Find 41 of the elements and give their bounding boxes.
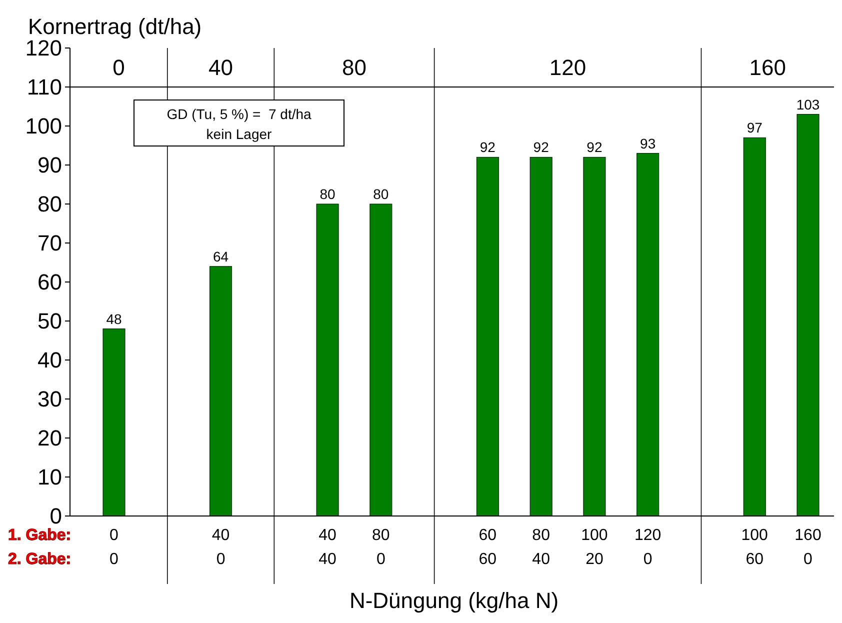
x-tick-label: 100 20 bbox=[581, 527, 608, 568]
annotation: 0 bbox=[112, 55, 125, 80]
x-tick-label: 120 0 bbox=[634, 527, 662, 568]
y-tick-label: 110 bbox=[26, 74, 62, 100]
data-label: 93 bbox=[640, 135, 656, 152]
data-label: 103 bbox=[796, 96, 820, 112]
y-tick-label: 70 bbox=[38, 230, 62, 256]
text: 1. Gabe: bbox=[8, 527, 72, 544]
x-tick-label: 80 0 bbox=[372, 527, 390, 568]
x-tick-label: 40 0 bbox=[212, 527, 230, 568]
data-label: 48 bbox=[106, 310, 122, 327]
data-label: 80 bbox=[320, 186, 336, 202]
x-axis-title: N-Düngung (kg/ha N) bbox=[349, 588, 559, 613]
y-tick-label: 90 bbox=[38, 152, 62, 178]
y-tick-label: 100 bbox=[25, 114, 62, 139]
y-tick-label: 40 bbox=[38, 348, 62, 373]
x-tick-label: 80 40 bbox=[532, 527, 550, 568]
data-label: 92 bbox=[480, 139, 496, 156]
text: 2. Gabe: bbox=[8, 551, 72, 568]
y-tick-label: 50 bbox=[38, 308, 62, 334]
data-label: 64 bbox=[212, 248, 229, 264]
y-tick-label: 60 bbox=[38, 270, 62, 295]
data-label: 97 bbox=[746, 120, 763, 136]
y-tick-label: 80 bbox=[38, 192, 62, 217]
x-tick-label: 60 60 bbox=[478, 527, 497, 568]
y-tick-label: 20 bbox=[38, 426, 62, 451]
x-tick-label: 100 60 bbox=[741, 527, 768, 568]
annotation: 80 bbox=[342, 55, 366, 80]
x-tick-label: 160 0 bbox=[794, 527, 822, 568]
annotation: 120 bbox=[549, 55, 586, 80]
y-tick-label: 10 bbox=[38, 464, 62, 490]
annotation: GD (Tu, 5 %) = 7 dt/ha kein Lager bbox=[166, 106, 312, 142]
data-label: 92 bbox=[586, 139, 602, 156]
annotation: 160 bbox=[749, 55, 786, 80]
x-tick-label: 40 40 bbox=[318, 527, 337, 568]
data-label: 80 bbox=[373, 186, 389, 202]
y-tick-label: 30 bbox=[38, 386, 62, 412]
data-label: 92 bbox=[533, 139, 550, 156]
x-tick-label: 0 0 bbox=[110, 527, 119, 568]
y-tick-label: 0 bbox=[50, 504, 62, 529]
annotation: 40 bbox=[208, 55, 234, 80]
